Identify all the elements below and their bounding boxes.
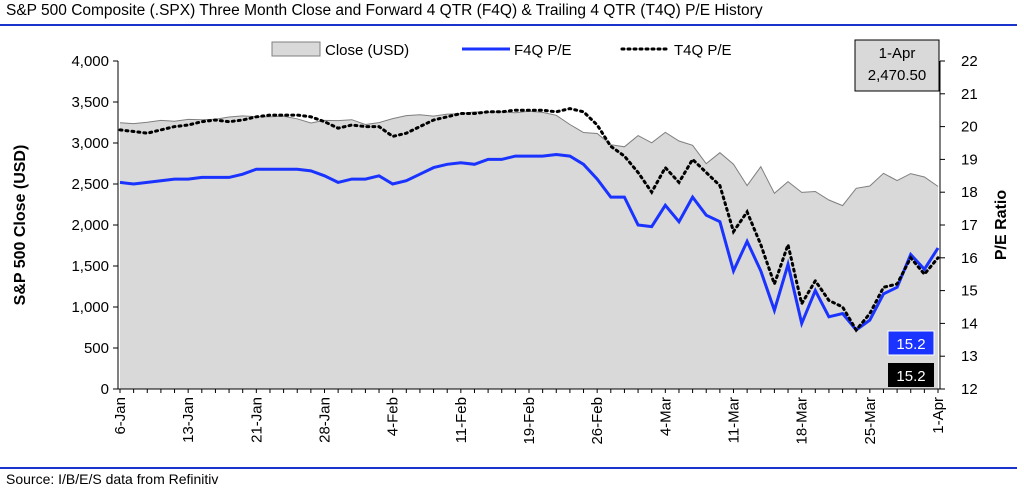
- source-note: Source: I/B/E/S data from Refinitiv: [6, 471, 219, 487]
- x-tick-label: 4-Feb: [385, 397, 402, 436]
- y-tick-label: 500: [84, 340, 109, 357]
- y-tick-label: 4,000: [71, 53, 109, 70]
- footer-rule: [0, 467, 1017, 469]
- y2-tick-label: 18: [961, 184, 978, 201]
- legend-f4q-label: F4Q P/E: [514, 42, 572, 59]
- x-tick-label: 26-Feb: [589, 397, 606, 445]
- x-tick-label: 11-Feb: [453, 397, 470, 443]
- y-tick-label: 2,500: [71, 176, 109, 193]
- axes-layer: 0 500 1,000 1,500 2,000 2,500 3,000 3,500 4,000 1…: [71, 53, 977, 445]
- last-close-date: 1-Apr: [879, 45, 916, 62]
- t4q-badge-value: 15.2: [896, 368, 925, 385]
- f4q-pe-line: [119, 152, 940, 333]
- x-tick-label: 13-Jan: [180, 397, 197, 443]
- x-tick-label: 21-Jan: [248, 397, 265, 443]
- close-area-layer: [119, 110, 939, 390]
- legend-t4q-label: T4Q P/E: [674, 42, 732, 59]
- y-tick-label: 0: [101, 381, 109, 398]
- pe-lines-layer: [118, 107, 940, 333]
- last-close-box: [854, 39, 940, 92]
- legend-close-label: Close (USD): [325, 42, 409, 59]
- y-tick-label: 1,000: [71, 299, 109, 316]
- x-tick-label: 18-Mar: [794, 397, 811, 445]
- last-close-callout: 1-Apr 2,470.50: [854, 39, 940, 92]
- y2-tick-label: 21: [961, 86, 978, 103]
- y-tick-label: 2,000: [71, 217, 109, 234]
- x-tick-label: 25-Mar: [862, 397, 879, 445]
- f4q-badge: [887, 330, 935, 356]
- y2-axis-label: P/E Ratio: [993, 190, 1010, 260]
- y-tick-label: 1,500: [71, 258, 109, 275]
- last-close-value: 2,470.50: [868, 67, 926, 84]
- y2-tick-label: 15: [961, 283, 978, 300]
- y-axis-label: S&P 500 Close (USD): [12, 145, 29, 306]
- y2-tick-label: 14: [961, 315, 978, 332]
- pe-badges: 15.2 15.2: [887, 330, 935, 387]
- y2-tick-label: 20: [961, 119, 978, 136]
- y2-tick-label: 22: [961, 53, 978, 70]
- close-area: [120, 111, 938, 390]
- x-tick-label: 6-Jan: [112, 397, 129, 435]
- x-tick-label: 19-Feb: [521, 397, 538, 445]
- f4q-badge-value: 15.2: [896, 336, 925, 353]
- y2-tick-label: 16: [961, 250, 978, 267]
- legend: Close (USD) F4Q P/E T4Q P/E: [271, 41, 732, 59]
- y2-tick-label: 12: [961, 381, 978, 398]
- title-rule: [0, 24, 1017, 26]
- y2-tick-label: 13: [961, 348, 978, 365]
- t4q-badge: [888, 363, 934, 387]
- x-tick-label: 11-Mar: [726, 397, 743, 443]
- chart-title: S&P 500 Composite (.SPX) Three Month Clo…: [6, 2, 763, 19]
- x-tick-label: 28-Jan: [317, 397, 334, 443]
- t4q-pe-line: [118, 107, 940, 333]
- y2-tick-label: 17: [961, 217, 978, 234]
- y2-tick-label: 19: [961, 151, 978, 168]
- y-tick-label: 3,000: [71, 135, 109, 152]
- legend-close-swatch: [271, 41, 321, 57]
- y-tick-label: 3,500: [71, 94, 109, 111]
- x-tick-label: 4-Mar: [657, 397, 674, 436]
- x-tick-label: 1-Apr: [930, 397, 947, 434]
